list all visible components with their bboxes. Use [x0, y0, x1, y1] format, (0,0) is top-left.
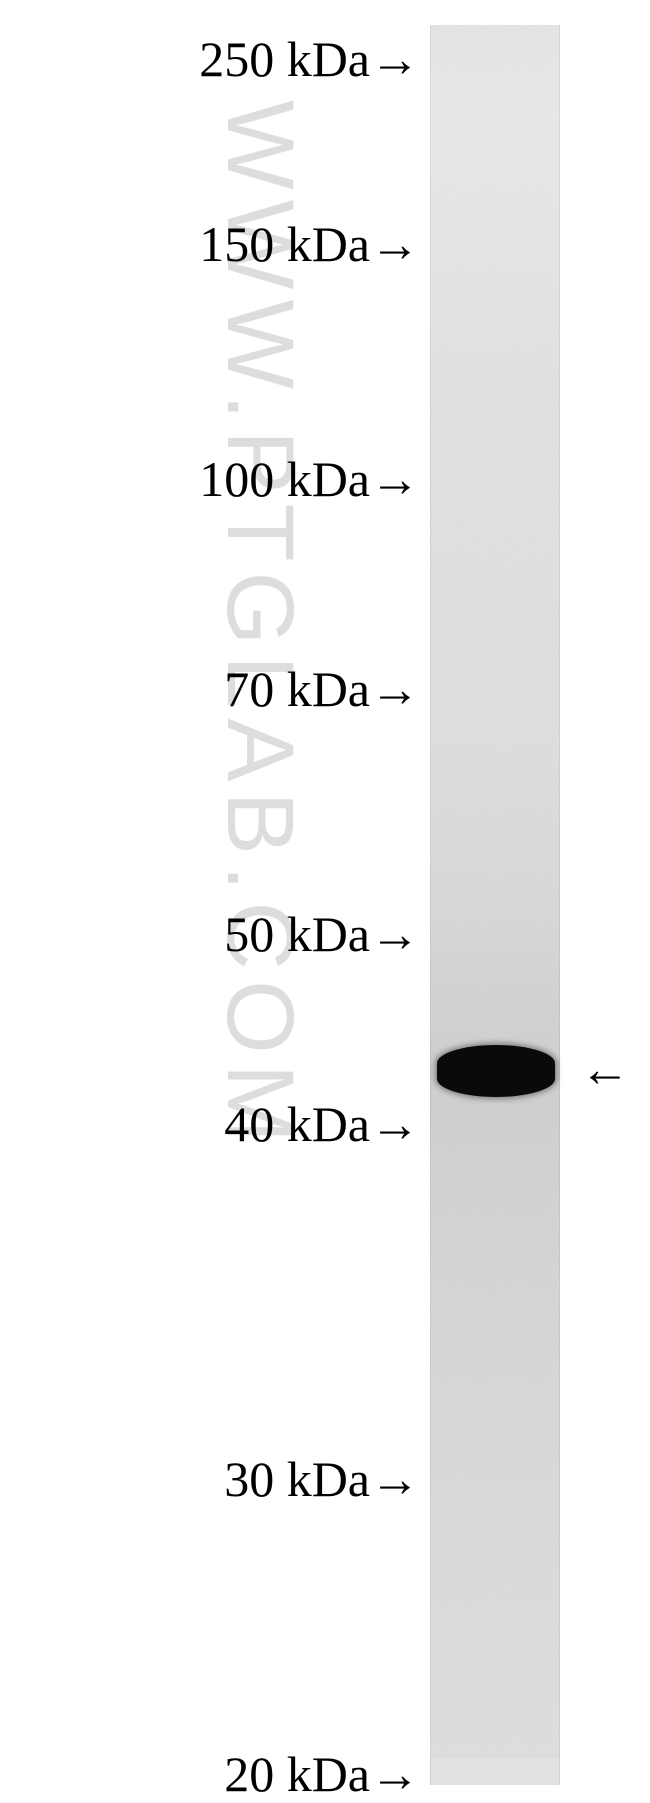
marker-label: 40 kDa→	[224, 1095, 420, 1153]
lane-noise	[431, 25, 559, 1758]
protein-band	[437, 1045, 555, 1097]
marker-label: 50 kDa→	[224, 905, 420, 963]
marker-label: 250 kDa→	[199, 30, 420, 88]
gel-lane	[430, 25, 560, 1785]
marker-label: 30 kDa→	[224, 1450, 420, 1508]
marker-label: 70 kDa→	[224, 660, 420, 718]
marker-label: 100 kDa→	[199, 450, 420, 508]
blot-figure: WWW.PTGLAB.COM 250 kDa→150 kDa→100 kDa→7…	[0, 0, 650, 1803]
band-indicator-arrow: ←	[580, 1040, 630, 1098]
marker-label: 20 kDa→	[224, 1745, 420, 1803]
marker-label: 150 kDa→	[199, 215, 420, 273]
